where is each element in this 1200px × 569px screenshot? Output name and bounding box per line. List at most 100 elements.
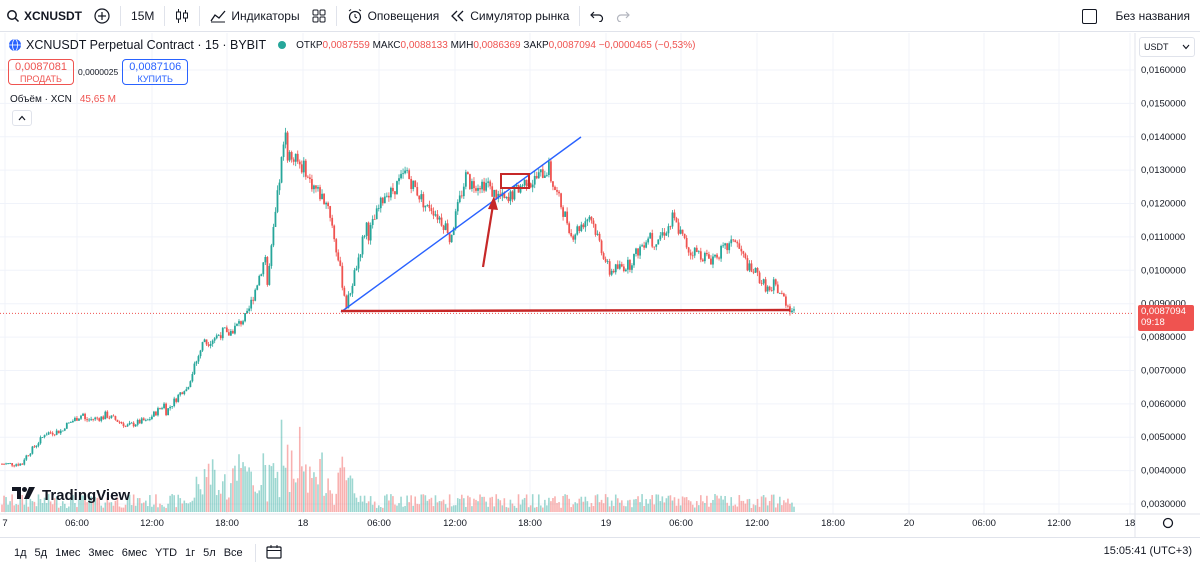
currency-select[interactable]: USDT	[1139, 37, 1195, 57]
candle-body	[193, 363, 196, 375]
candle-body	[201, 342, 204, 351]
candle-body	[548, 161, 550, 175]
sell-button[interactable]: 0,0087081 ПРОДАТЬ	[8, 59, 74, 85]
settings-icon[interactable]	[1162, 517, 1174, 529]
volume-bar	[722, 499, 724, 512]
volume-bar	[716, 495, 718, 512]
volume-bar	[791, 502, 793, 512]
layout-name[interactable]: Без названия	[1115, 9, 1190, 23]
undo-button[interactable]	[584, 0, 610, 32]
volume-bar	[394, 504, 396, 512]
candle-body	[159, 408, 161, 409]
price-chart[interactable]: 0,0160000 0,0150000 0,0140000 0,0130000 0,01…	[0, 33, 1200, 537]
volume-bar	[550, 501, 552, 512]
range-5d[interactable]: 5д	[34, 546, 48, 559]
candle-body	[594, 224, 597, 235]
clock[interactable]: 15:05:41 (UTC+3)	[1103, 545, 1192, 557]
chart-type-button[interactable]	[169, 0, 195, 32]
candle-body	[663, 232, 666, 236]
volume-bar	[710, 502, 712, 512]
range-3m[interactable]: 3мес	[88, 546, 114, 559]
candle-body	[596, 233, 599, 235]
candle-body	[598, 233, 601, 241]
range-1d[interactable]: 1д	[14, 546, 27, 559]
volume-bar	[398, 503, 400, 512]
volume-bar	[114, 500, 117, 512]
volume-bar	[404, 505, 406, 512]
layout-checkbox[interactable]	[1082, 8, 1098, 24]
candle-body	[209, 343, 212, 346]
collapse-legend-button[interactable]	[12, 110, 32, 126]
candle-body	[357, 257, 360, 269]
volume-bar	[499, 500, 502, 512]
candle-body	[171, 406, 174, 407]
volume-bar	[637, 496, 639, 512]
candle-body	[331, 217, 334, 226]
volume-bar	[357, 501, 360, 512]
candle-body	[39, 437, 42, 444]
candle-body	[144, 420, 147, 421]
volume-bar	[100, 505, 103, 512]
candle-body	[45, 434, 48, 436]
candle-body	[394, 191, 396, 195]
time-tick: 12:00	[140, 518, 164, 529]
range-5y[interactable]: 5л	[203, 546, 216, 559]
redo-button[interactable]	[610, 0, 636, 32]
divider	[199, 5, 201, 26]
buy-button[interactable]: 0,0087106 КУПИТЬ	[122, 59, 189, 85]
volume-bar	[303, 471, 305, 512]
candle-body	[268, 265, 271, 285]
range-ytd[interactable]: YTD	[155, 546, 178, 559]
volume-bar	[183, 500, 186, 512]
range-6m[interactable]: 6мес	[121, 546, 148, 559]
range-1m[interactable]: 1мес	[55, 546, 81, 559]
drawings[interactable]	[0, 136, 1134, 314]
chart-area[interactable]: 0,0160000 0,0150000 0,0140000 0,0130000 0,01…	[0, 33, 1200, 540]
volume-bar	[280, 419, 283, 512]
spread-value: 0,0000025	[78, 67, 119, 77]
volume-bar	[171, 494, 173, 512]
alerts-button[interactable]: Оповещения	[341, 0, 446, 32]
volume-bar	[608, 506, 611, 512]
volume-bar	[288, 492, 291, 512]
volume-bar	[94, 497, 96, 512]
candle-body	[400, 173, 402, 179]
range-all[interactable]: Все	[223, 546, 243, 559]
volume-bar	[693, 507, 696, 512]
volume-bar	[529, 505, 532, 512]
price-axis[interactable]: 0,0160000 0,0150000 0,0140000 0,0130000 0,01…	[1134, 33, 1186, 537]
candle-body	[448, 232, 451, 243]
candle-body	[631, 265, 633, 270]
indicators-button[interactable]: Индикаторы	[204, 0, 305, 32]
volume-bar	[762, 495, 765, 512]
candle-body	[697, 251, 700, 253]
volume-bar	[503, 498, 506, 512]
volume-bar	[730, 497, 733, 512]
candle-body	[493, 189, 496, 197]
range-1y[interactable]: 1г	[185, 546, 196, 559]
volume-bar	[448, 494, 451, 512]
candle-body	[531, 184, 534, 188]
volume-bar	[584, 496, 587, 512]
candle-body	[730, 239, 733, 244]
symbol-search[interactable]: XCNUSDT	[0, 0, 88, 32]
candle-body	[754, 268, 757, 273]
volume-bar	[84, 498, 86, 512]
compare-button[interactable]	[88, 0, 116, 32]
replay-button[interactable]: Симулятор рынка	[445, 0, 575, 32]
candle-body	[710, 258, 712, 265]
volume-bar	[544, 499, 546, 512]
candle-body	[266, 257, 269, 285]
templates-button[interactable]	[306, 0, 332, 32]
time-axis[interactable]: 7 06:00 12:00 18:00 18 06:00 12:00 18:00 19 06:00…	[0, 513, 1200, 529]
interval-button[interactable]: 15M	[131, 8, 155, 23]
volume-bar	[25, 498, 28, 512]
candle-body	[236, 323, 238, 326]
candle-body	[537, 172, 540, 179]
tradingview-logo[interactable]: TradingView	[12, 486, 130, 504]
date-range-button[interactable]	[266, 544, 282, 562]
volume-bar	[321, 452, 323, 512]
volume-bar	[213, 469, 216, 512]
volume-bar	[311, 477, 313, 512]
candle-body	[23, 459, 26, 465]
